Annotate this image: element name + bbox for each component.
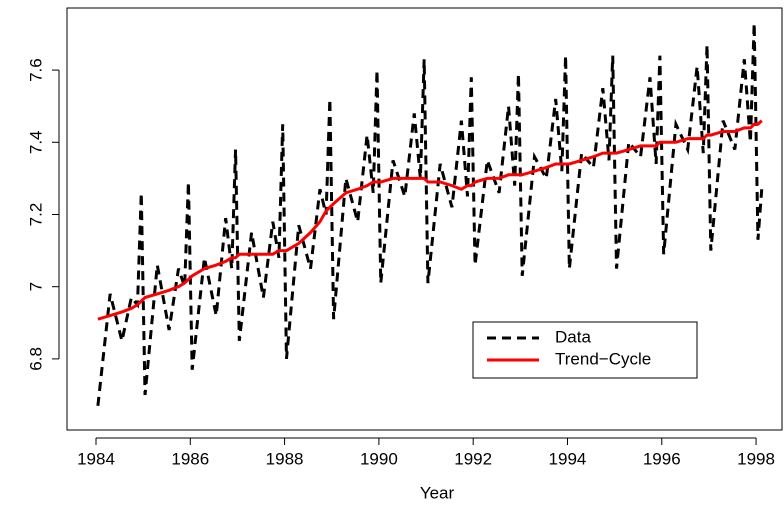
- plot-frame: [66, 7, 783, 431]
- y-tick-label: 7.6: [26, 58, 45, 82]
- x-tick-label: 1988: [266, 449, 304, 468]
- x-tick-label: 1992: [454, 449, 492, 468]
- y-tick-label: 7.2: [26, 203, 45, 227]
- x-tick-label: 1996: [643, 449, 681, 468]
- series-line: [96, 23, 764, 406]
- y-tick-label: 7: [26, 282, 45, 291]
- legend-label: Trend−Cycle: [555, 349, 651, 368]
- series-line: [97, 119, 763, 321]
- x-tick-label: 1998: [737, 449, 775, 468]
- y-tick-label: 6.8: [26, 347, 45, 371]
- x-tick-label: 1986: [171, 449, 209, 468]
- legend-box: [472, 321, 698, 379]
- y-tick-label: 7.4: [26, 130, 45, 154]
- x-tick-label: 1990: [360, 449, 398, 468]
- legend-label: Data: [555, 327, 591, 346]
- x-tick-label: 1984: [77, 449, 115, 468]
- x-axis-title: Year: [420, 483, 455, 502]
- x-tick-label: 1994: [549, 449, 587, 468]
